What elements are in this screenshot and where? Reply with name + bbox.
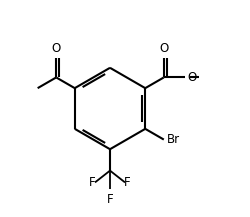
Text: F: F (89, 176, 96, 189)
Text: F: F (124, 176, 131, 189)
Text: O: O (52, 42, 61, 55)
Text: O: O (188, 71, 197, 84)
Text: O: O (159, 42, 168, 55)
Text: Br: Br (167, 133, 180, 146)
Text: F: F (107, 193, 113, 206)
